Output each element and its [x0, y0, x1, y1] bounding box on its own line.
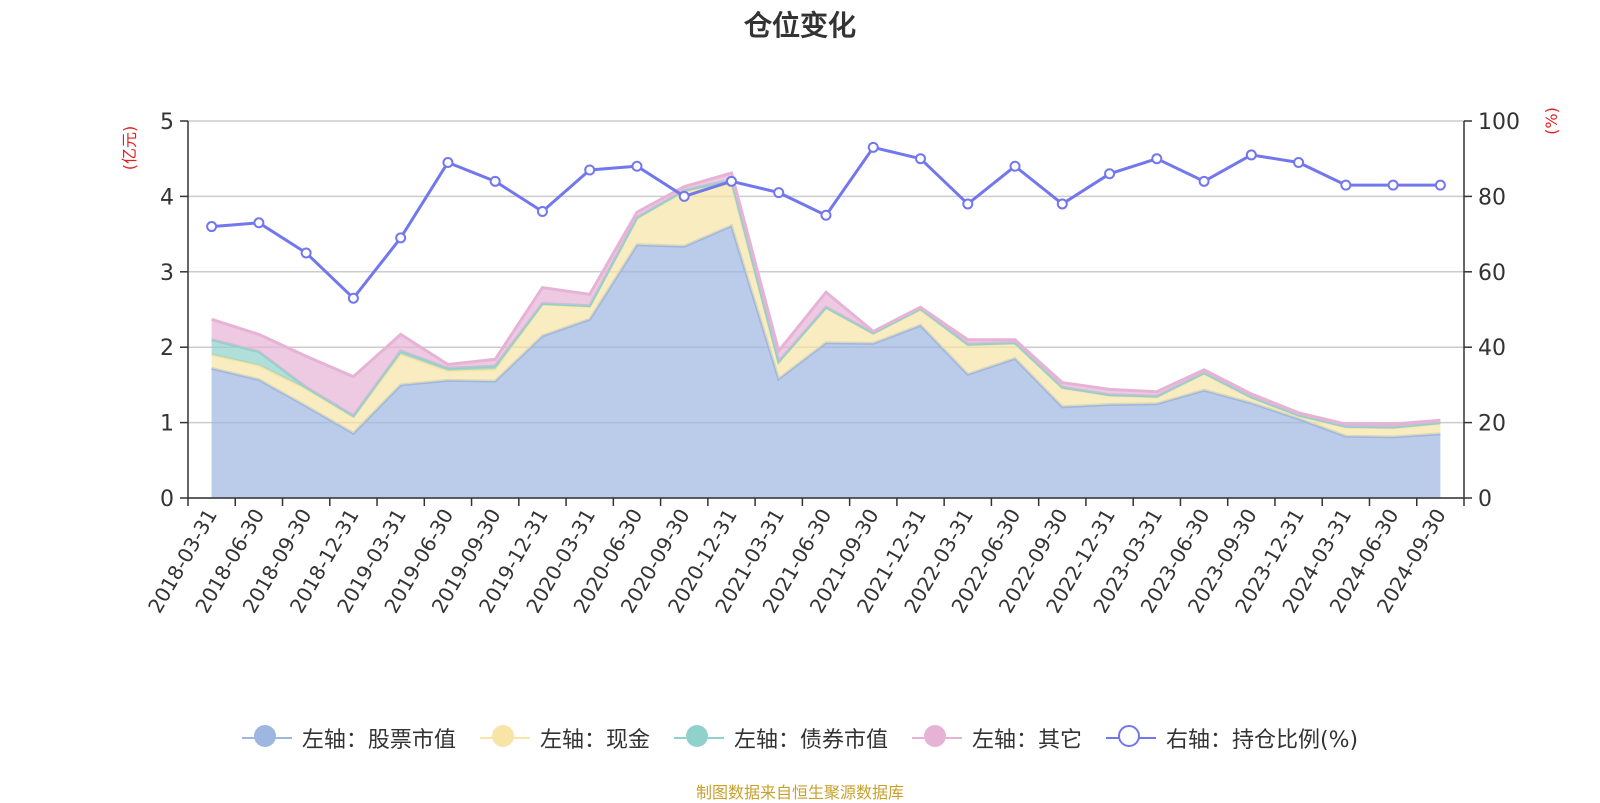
ratio-point [1245, 149, 1257, 161]
right-tick-label: 80 [1478, 185, 1506, 210]
area-series-1 [211, 225, 1441, 499]
legend-item[interactable]: 左轴：股票市值 [241, 722, 456, 754]
ratio-point [1293, 156, 1305, 168]
ratio-point [631, 160, 643, 172]
source-note: 制图数据来自恒生聚源数据库 [695, 783, 904, 802]
right-tick-label: 0 [1478, 487, 1492, 512]
right-tick-label: 20 [1478, 412, 1506, 437]
chart-title: 仓位变化 [743, 9, 856, 42]
left-axis-title: (亿元) [120, 126, 139, 171]
legend-item[interactable]: 左轴：债券市值 [673, 722, 888, 754]
legend-marker-icon [1105, 725, 1156, 751]
left-tick-label: 2 [160, 336, 174, 361]
legend-item[interactable]: 右轴：持仓比例(%) [1105, 722, 1359, 754]
area-line-series-4 [211, 171, 1441, 426]
ratio-point [1104, 168, 1116, 180]
ratio-point [1198, 175, 1210, 187]
left-tick-label: 3 [160, 261, 174, 286]
legend-label: 左轴：股票市值 [301, 728, 456, 753]
ratio-point [442, 156, 454, 168]
ratio-point [1009, 160, 1021, 172]
legend-marker-icon [673, 725, 724, 751]
ratio-point [1340, 179, 1352, 191]
legend-marker-icon [479, 725, 530, 751]
legend-marker-icon [241, 725, 292, 751]
right-tick-label: 100 [1478, 110, 1520, 135]
ratio-point [867, 141, 879, 153]
ratio-point [395, 232, 407, 244]
area-series-4 [211, 173, 1441, 428]
ratio-line [211, 145, 1441, 301]
ratio-point [678, 190, 690, 202]
legend: 左轴：股票市值 左轴：现金 左轴：债券市值 左轴：其它 右轴：持仓比例(%) [0, 722, 1600, 754]
ratio-point [773, 187, 785, 199]
ratio-point [915, 153, 927, 165]
left-tick-label: 4 [160, 185, 174, 210]
ratio-point [253, 217, 265, 229]
right-tick-label: 40 [1478, 336, 1506, 361]
legend-marker-icon [911, 725, 962, 751]
right-tick-label: 60 [1478, 261, 1506, 286]
ratio-point [584, 164, 596, 176]
ratio-point [300, 247, 312, 259]
ratio-point [1434, 179, 1446, 191]
ratio-point [206, 221, 218, 233]
legend-label: 左轴：其它 [971, 728, 1082, 753]
ratio-point [725, 175, 737, 187]
ratio-point [536, 205, 548, 217]
right-axis-title: (%) [1542, 107, 1561, 135]
ratio-point [1387, 179, 1399, 191]
legend-item[interactable]: 左轴：现金 [479, 722, 650, 754]
legend-label: 左轴：债券市值 [733, 728, 888, 753]
ratio-point [489, 175, 501, 187]
ratio-point [962, 198, 974, 210]
left-tick-label: 1 [160, 412, 174, 437]
ratio-point [1056, 198, 1068, 210]
ratio-point [347, 292, 359, 304]
left-tick-label: 5 [160, 110, 174, 135]
legend-label: 右轴：持仓比例(%) [1165, 728, 1359, 753]
left-tick-label: 0 [160, 487, 174, 512]
legend-item[interactable]: 左轴：其它 [911, 722, 1082, 754]
ratio-point [1151, 153, 1163, 165]
legend-label: 左轴：现金 [539, 728, 650, 753]
ratio-point [820, 209, 832, 221]
